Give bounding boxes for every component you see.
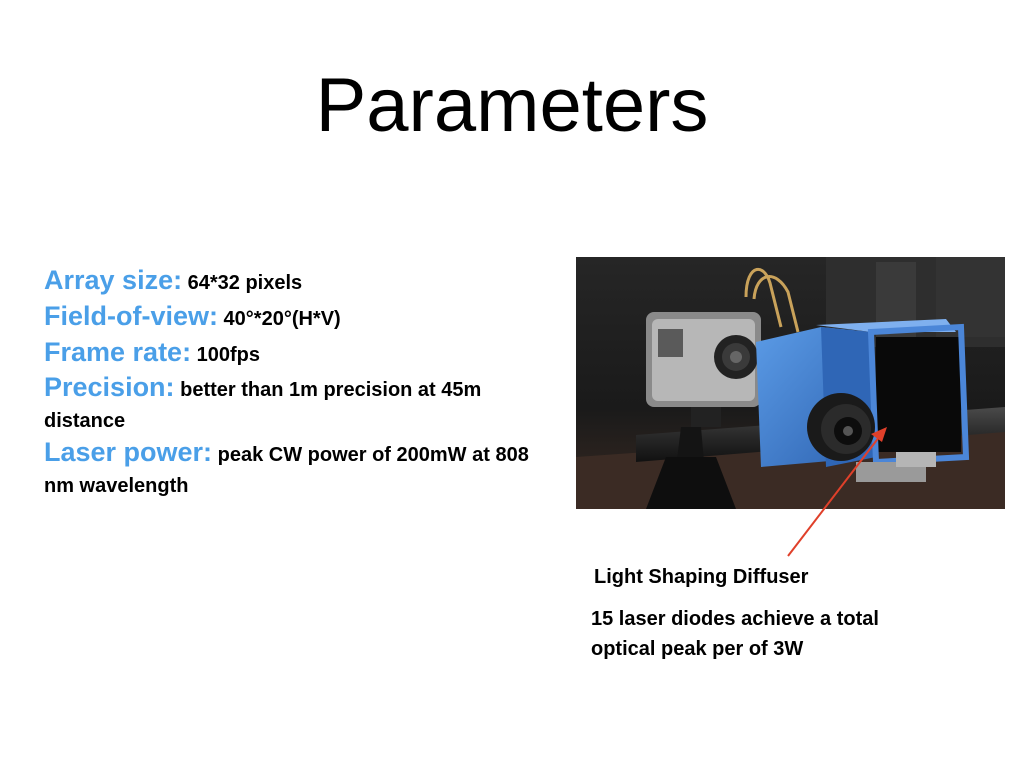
- lidar-camera-rig-photo: [576, 257, 1005, 509]
- param-value: 40°*20°(H*V): [218, 308, 341, 330]
- param-label: Field-of-view:: [44, 301, 218, 331]
- param-frame-rate: Frame rate: 100fps: [44, 336, 564, 372]
- param-label: Laser power:: [44, 437, 213, 467]
- param-value: 64*32 pixels: [182, 272, 303, 294]
- param-field-of-view: Field-of-view: 40°*20°(H*V): [44, 300, 564, 336]
- param-label: Array size:: [44, 265, 183, 295]
- photo-illustration: [576, 257, 1005, 509]
- caption-diffuser: Light Shaping Diffuser: [594, 566, 809, 588]
- param-value: better than 1m precision at 45m distance: [44, 379, 482, 432]
- param-label: Frame rate:: [44, 337, 192, 367]
- slide-title: Parameters: [315, 63, 709, 148]
- param-laser-power: Laser power: peak CW power of 200mW at 8…: [44, 437, 564, 502]
- param-label: Precision:: [44, 372, 175, 402]
- param-value: peak CW power of 200mW at 808 nm wavelen…: [44, 444, 529, 497]
- param-value: 100fps: [191, 344, 261, 366]
- caption-diodes: 15 laser diodes achieve a total optical …: [591, 608, 879, 660]
- param-precision: Precision: better than 1m precision at 4…: [44, 372, 564, 437]
- param-array-size: Array size: 64*32 pixels: [44, 264, 564, 300]
- parameter-list: Array size: 64*32 pixels Field-of-view: …: [44, 264, 564, 502]
